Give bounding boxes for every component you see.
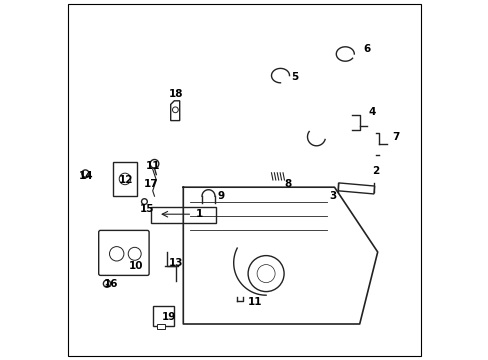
Text: 5: 5 [291,72,298,82]
Text: 2: 2 [371,166,379,176]
FancyBboxPatch shape [99,230,149,275]
Bar [157,324,164,329]
Circle shape [150,159,159,168]
Circle shape [103,280,110,287]
Text: 1: 1 [196,209,203,219]
Text: 16: 16 [104,279,118,289]
Circle shape [119,173,130,185]
Circle shape [81,170,89,177]
Bar [113,162,136,196]
Circle shape [141,199,147,204]
Text: 4: 4 [368,107,375,117]
Text: 9: 9 [217,191,224,201]
Circle shape [128,247,141,260]
Circle shape [257,265,275,283]
Polygon shape [170,101,179,121]
Text: 13: 13 [168,258,183,268]
Circle shape [172,107,178,113]
Text: 17: 17 [143,179,158,189]
Bar [151,207,215,223]
Text: 6: 6 [363,44,370,54]
Text: 14: 14 [79,171,93,181]
Circle shape [109,247,123,261]
Bar [152,306,174,326]
Text: 10: 10 [129,261,143,271]
Text: 15: 15 [140,204,154,214]
Text: 18: 18 [168,89,183,99]
Text: 3: 3 [328,191,336,201]
Text: 8: 8 [284,179,291,189]
Text: 11: 11 [247,297,262,307]
Text: 7: 7 [391,132,399,142]
Circle shape [247,256,284,292]
Bar [337,183,374,194]
Text: 19: 19 [162,312,176,322]
Text: 11: 11 [145,161,160,171]
Text: 12: 12 [118,175,133,185]
